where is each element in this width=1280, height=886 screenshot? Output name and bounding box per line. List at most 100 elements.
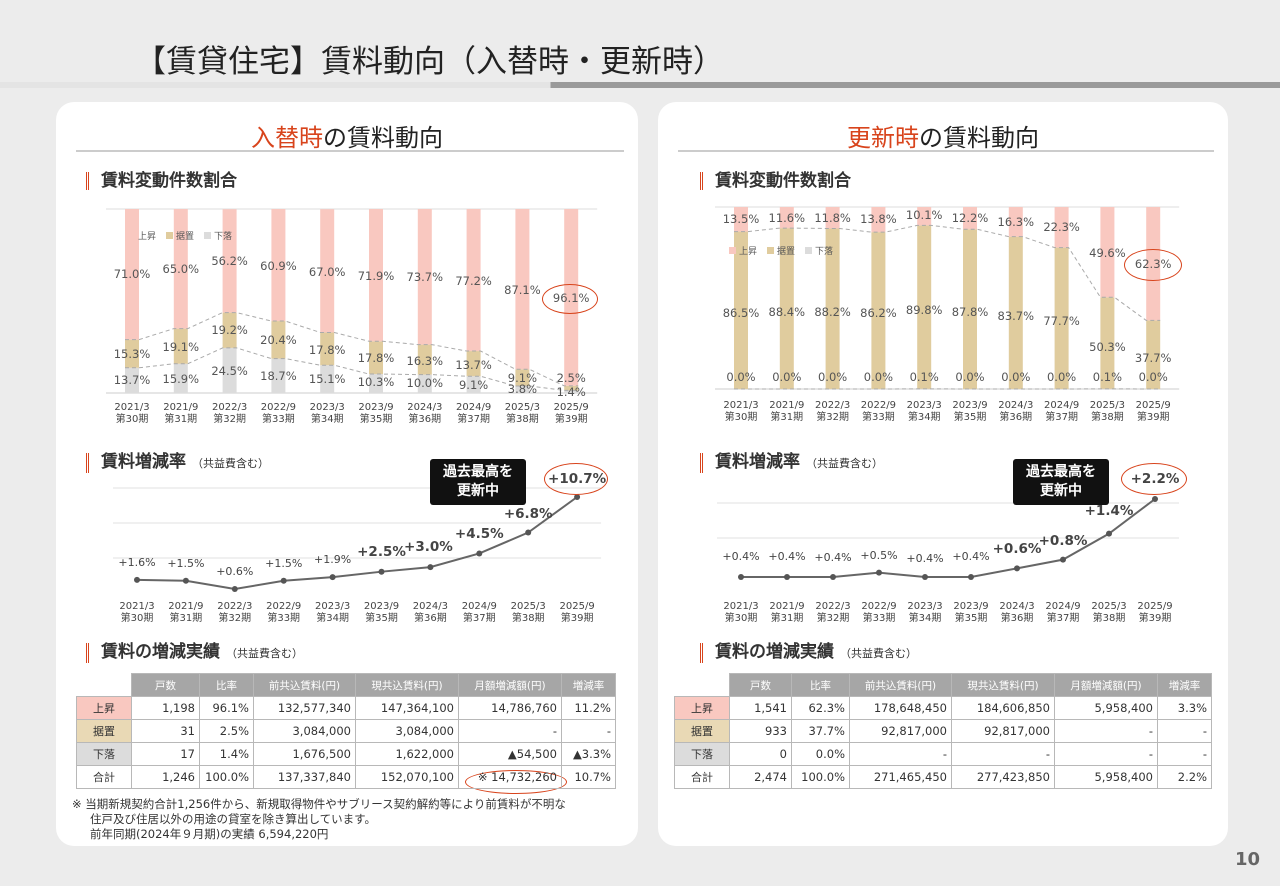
legend-label: 上昇 [739, 246, 757, 257]
series-line [741, 498, 1156, 578]
data-label: 0.0% [1047, 370, 1076, 384]
legend-label: 上昇 [138, 231, 156, 242]
callout-line: 更新中 [457, 483, 499, 499]
x-tick-label: 第34期 [311, 412, 344, 425]
x-tick-label: 第30期 [116, 412, 149, 425]
data-label: 10.0% [407, 376, 444, 390]
x-tick-label: 2022/3 [212, 402, 247, 413]
section-head-rate: 賃料増減率 （共益費含む） [86, 453, 269, 473]
table-cell: 3,084,000 [253, 719, 356, 743]
data-label: 0.0% [726, 370, 755, 384]
data-label: 0.0% [864, 370, 893, 384]
row-label: 合計 [674, 765, 730, 789]
data-point [876, 569, 882, 576]
table-cell: 37.7% [791, 719, 850, 743]
bar-up [825, 207, 840, 229]
data-label: 1.4% [557, 385, 586, 399]
x-tick-label: 第31期 [170, 611, 203, 624]
x-tick-label: 2021/9 [163, 402, 198, 413]
table-header: 月額増減額(円) [1054, 673, 1158, 697]
data-label: 77.7% [1043, 314, 1080, 328]
row-label: 上昇 [674, 696, 730, 720]
table-cell: - [1054, 742, 1158, 766]
x-tick-label: 第33期 [267, 611, 300, 624]
panel-title-accent: 更新時 [847, 124, 919, 152]
bar-flat [222, 312, 237, 348]
x-tick-label: 2025/3 [1091, 601, 1126, 612]
section-head-results: 賃料の増減実績 （共益費含む） [700, 643, 917, 663]
section-head-sub: （共益費含む） [806, 457, 883, 470]
table-row: 下落 17 1.4% 1,676,500 1,622,000 ▲54,500 ▲3.3% [76, 742, 616, 766]
title-rule [0, 82, 1280, 88]
x-tick-label: 第38期 [1093, 611, 1126, 624]
table-cell: 100.0% [791, 765, 850, 789]
bar-flat [1100, 297, 1115, 389]
table-cell: 1,676,500 [253, 742, 356, 766]
bar-flat [320, 332, 335, 366]
section-head-share: 賃料変動件数割合 [700, 172, 851, 190]
highlight-circle [542, 284, 598, 314]
data-label: 16.3% [998, 215, 1035, 229]
data-label: +1.6% [118, 556, 155, 569]
table-cell: 1,198 [131, 696, 200, 720]
table-cell: 1,622,000 [355, 742, 459, 766]
data-label: 56.2% [211, 254, 248, 268]
x-tick-label: 2025/9 [1137, 601, 1172, 612]
x-tick-label: 第39期 [1139, 611, 1172, 624]
data-label: +4.5% [455, 526, 504, 542]
bar-flat [173, 328, 188, 364]
data-label: 86.2% [860, 306, 897, 320]
data-label: 11.8% [814, 211, 851, 225]
bar-flat [466, 351, 481, 377]
data-label: +0.8% [1039, 533, 1088, 549]
section-head-text: 賃料変動件数割合 [715, 171, 851, 191]
bar-up [734, 207, 748, 232]
connector-line [125, 347, 579, 391]
highlight-circle [1121, 463, 1187, 495]
bar-flat [871, 232, 886, 389]
data-label: 15.3% [114, 347, 151, 361]
x-tick-label: 第36期 [414, 611, 447, 624]
bar-flat [417, 344, 432, 375]
data-label: 12.2% [952, 211, 989, 225]
table-cell: 5,958,400 [1054, 696, 1158, 720]
legend-label: 据置 [777, 245, 795, 257]
table-header: 増減率 [561, 673, 616, 697]
data-point [922, 574, 928, 580]
bar-down [320, 365, 335, 393]
x-tick-label: 第30期 [725, 410, 758, 423]
connector-line [734, 224, 1161, 321]
data-label: 11.6% [769, 211, 806, 225]
x-tick-label: 2021/9 [769, 601, 804, 612]
x-tick-label: 2024/3 [407, 402, 442, 413]
data-label: +1.9% [314, 553, 351, 566]
table-row: 合計 1,246 100.0% 137,337,840 152,070,100 ※ 14,… [76, 765, 616, 789]
table-cell: 137,337,840 [253, 765, 356, 789]
table-cell: - [849, 742, 952, 766]
data-label: 0.0% [955, 370, 984, 384]
row-label: 下落 [674, 742, 730, 766]
x-tick-label: 第31期 [164, 412, 197, 425]
bar-flat [125, 339, 139, 368]
data-label: 88.2% [814, 305, 851, 319]
legend-label: 下落 [214, 230, 232, 242]
bar-flat [917, 225, 932, 389]
x-tick-label: 2024/9 [1045, 601, 1080, 612]
data-label: 88.4% [769, 305, 806, 319]
row-label: 下落 [76, 742, 132, 766]
row-label: 据置 [674, 719, 730, 743]
footnote-line: ※ 当期新規契約合計1,256件から、新規取得物件やサブリース契約解約等により前… [72, 797, 566, 811]
table-header-blank [675, 674, 730, 697]
table-header: 現共込賃料(円) [951, 673, 1055, 697]
x-tick-label: 第31期 [770, 410, 803, 423]
bar-up [369, 209, 383, 342]
data-label: 0.0% [1139, 370, 1168, 384]
data-label: 0.1% [1093, 370, 1122, 384]
section-head-share: 賃料変動件数割合 [86, 172, 237, 190]
data-label: 0.0% [772, 370, 801, 384]
data-label: +1.4% [1085, 503, 1134, 519]
x-tick-label: 2021/3 [119, 601, 154, 612]
x-tick-label: 第39期 [555, 412, 588, 425]
x-tick-label: 2023/9 [953, 601, 988, 612]
